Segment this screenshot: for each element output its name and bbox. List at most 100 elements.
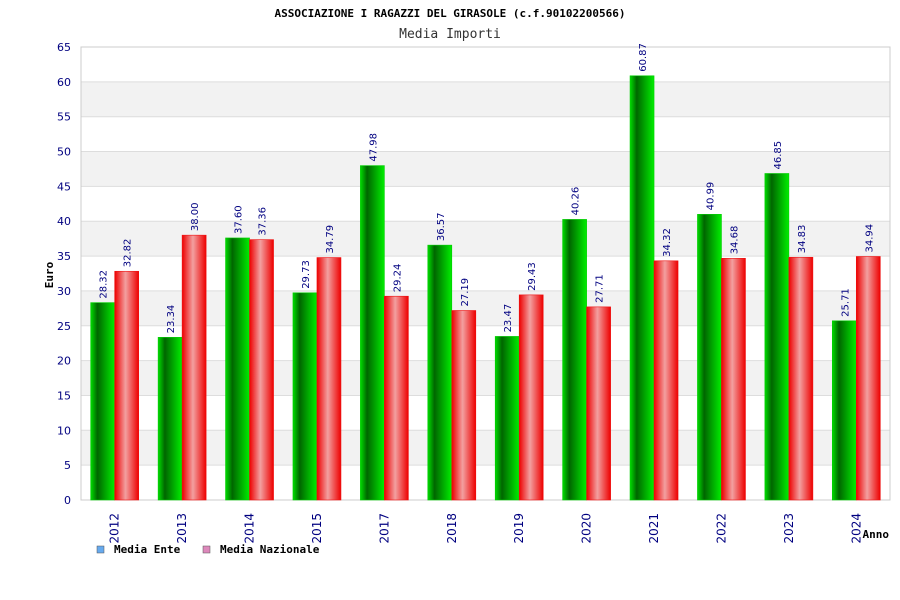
data-label-media-ente-2018: 36.57 [436,212,447,241]
chart-subtitle: Media Importi [399,27,501,42]
bar-media-nazionale-2020 [586,306,611,501]
bar-media-ente-2015 [292,292,318,501]
bar-media-nazionale-2015 [316,257,342,501]
bar-media-nazionale-2024 [855,256,881,501]
x-tick-label-2023: 2023 [782,513,796,544]
plot-band [81,360,890,396]
data-label-media-nazionale-2013: 38.00 [190,203,201,232]
data-label-media-ente-2021: 60.87 [638,43,649,72]
legend-label-media-nazionale: Media Nazionale [220,543,320,556]
data-label-media-ente-2024: 25.71 [840,288,851,317]
data-label-media-ente-2022: 40.99 [705,182,716,211]
data-label-media-nazionale-2017: 29.24 [392,264,403,293]
y-tick-label: 0 [64,494,71,507]
bar-media-nazionale-2018 [451,310,477,501]
bar-media-nazionale-2021 [653,260,679,501]
y-tick-label: 10 [57,424,71,437]
x-tick-label-2015: 2015 [310,513,324,544]
bar-media-nazionale-2012 [114,270,140,501]
plot-band [81,465,890,500]
y-tick-label: 20 [57,355,71,368]
data-label-media-nazionale-2014: 37.36 [258,207,269,236]
x-tick-label-2021: 2021 [647,513,661,544]
x-tick-label-2020: 2020 [580,513,594,544]
x-axis-ticks: 2012 2013 2014 2015 2017 2018 2019 2020 2021 2022… [108,513,864,544]
plot-band [81,325,890,361]
bar-media-ente-2012 [90,302,116,501]
y-tick-label: 30 [57,285,71,298]
bar-media-ente-2023 [764,173,790,501]
plot-band [81,186,890,222]
plot-band [81,151,890,187]
data-label-media-ente-2012: 28.32 [99,270,110,299]
bar-media-nazionale-2019 [518,294,544,501]
legend-label-media-ente: Media Ente [114,543,181,556]
y-tick-label: 40 [57,215,71,228]
y-tick-label: 25 [57,320,71,333]
data-label-media-ente-2013: 23.34 [166,305,177,334]
bar-media-ente-2021 [629,75,655,501]
data-label-media-ente-2014: 37.60 [234,205,245,234]
y-tick-label: 50 [57,146,71,159]
data-label-media-nazionale-2015: 34.79 [325,225,336,254]
y-axis-ticks: 0 5 10 15 20 25 30 35 40 45 50 55 60 65 [57,41,71,507]
x-tick-label-2024: 2024 [849,513,863,544]
data-label-media-ente-2015: 29.73 [301,260,312,289]
bar-media-ente-2017 [360,165,385,501]
bar-media-nazionale-2014 [249,239,274,501]
y-tick-label: 5 [64,459,71,472]
bar-media-ente-2018 [427,244,453,501]
data-label-media-ente-2017: 47.98 [368,133,379,162]
plot-band [81,116,890,152]
x-tick-label-2019: 2019 [512,513,526,544]
legend-swatch-media-ente [96,545,105,554]
plot-band [81,221,890,257]
data-label-media-ente-2019: 23.47 [503,304,514,333]
data-label-media-nazionale-2022: 34.68 [729,226,740,255]
legend: Media Ente Media Nazionale [96,543,320,556]
bar-media-ente-2020 [562,219,587,501]
data-label-media-nazionale-2019: 29.43 [527,262,538,291]
data-label-media-nazionale-2024: 34.94 [864,224,875,253]
x-tick-label-2018: 2018 [445,513,459,544]
plot-band [81,395,890,431]
bar-media-ente-2019 [494,336,520,501]
data-label-media-ente-2020: 40.26 [571,187,582,216]
bar-media-ente-2022 [697,214,722,501]
data-label-media-nazionale-2018: 27.19 [460,278,471,307]
y-tick-label: 65 [57,41,71,54]
bar-media-ente-2013 [157,337,183,501]
data-label-media-nazionale-2012: 32.82 [123,239,134,268]
data-label-media-nazionale-2020: 27.71 [595,274,606,303]
plot-band [81,81,890,117]
bar-media-ente-2014 [225,237,250,501]
plot-bands [81,47,890,500]
data-label-media-nazionale-2023: 34.83 [797,225,808,254]
plot-band [81,290,890,326]
plot-band [81,256,890,291]
bar-media-ente-2024 [831,320,857,501]
x-tick-label-2022: 2022 [714,513,728,544]
bar-media-nazionale-2023 [788,256,814,501]
legend-swatch-media-nazionale [202,545,211,554]
y-tick-label: 45 [57,180,71,193]
bar-media-nazionale-2017 [384,295,409,501]
data-label-media-ente-2023: 46.85 [773,141,784,170]
bar-media-nazionale-2013 [181,234,207,501]
bars [90,75,881,501]
y-tick-label: 60 [57,76,71,89]
x-axis-label: Anno [863,528,890,541]
plot-frame [80,46,891,501]
x-tick-label-2014: 2014 [243,513,257,544]
x-tick-label-2013: 2013 [175,513,189,544]
data-label-media-nazionale-2021: 34.32 [662,228,673,257]
data-labels: 28.32 32.82 23.34 38.00 37.60 37.36 29.73 34.79… [99,43,876,333]
x-tick-label-2017: 2017 [377,513,391,544]
x-tick-label-2012: 2012 [108,513,122,544]
y-tick-label: 15 [57,389,71,402]
chart-title: ASSOCIAZIONE I RAGAZZI DEL GIRASOLE (c.f… [275,7,626,20]
plot-band [81,430,890,466]
plot-band [81,47,890,82]
y-tick-label: 35 [57,250,71,263]
